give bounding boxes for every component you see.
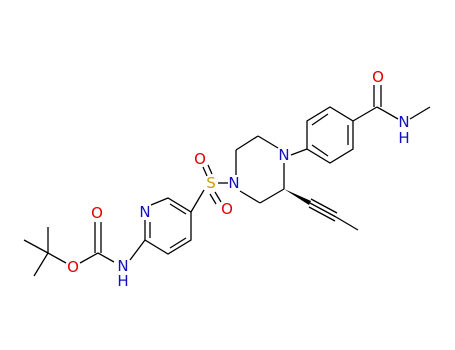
atom-label: N [398,113,409,131]
atom-label: S [206,174,216,192]
atom-label: N [278,146,289,164]
atom-labels: O N H N N S O O N N H O O [67,68,410,290]
bonds [23,85,431,277]
atom-label: N [228,174,239,192]
atom-label: O [194,150,206,168]
atom-label: O [372,68,384,86]
atom-label: N [117,257,128,275]
atom-label: H [398,129,409,147]
atom-label: N [139,203,150,221]
atom-label: O [67,258,79,276]
atom-label: O [91,204,103,222]
wedge-bond [284,189,311,205]
atom-label: O [221,200,233,218]
atom-label: H [117,272,128,290]
